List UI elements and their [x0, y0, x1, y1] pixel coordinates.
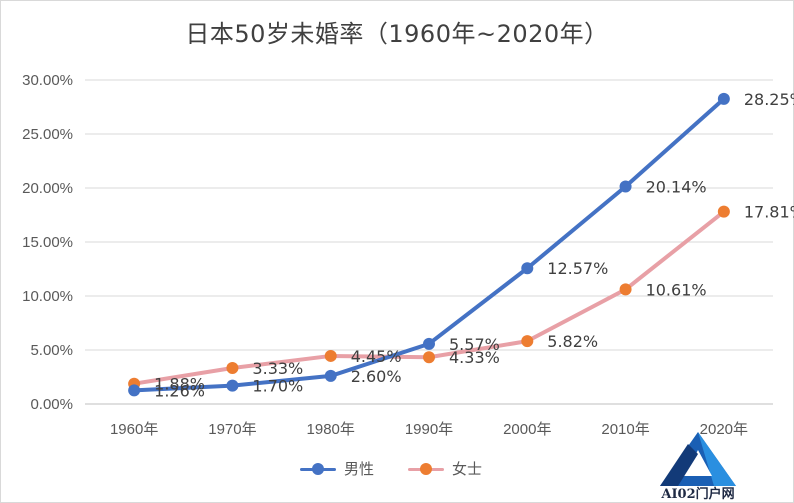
- data-label-female: 10.61%: [646, 280, 707, 299]
- legend-label-male: 男性: [344, 460, 375, 478]
- legend-swatch-female: [408, 462, 445, 475]
- data-label-male: 5.57%: [449, 335, 500, 354]
- data-label-male: 1.26%: [154, 381, 205, 400]
- data-point-female[interactable]: [423, 351, 435, 364]
- data-point-female[interactable]: [226, 362, 239, 375]
- data-point-male[interactable]: [717, 92, 730, 105]
- data-point-male[interactable]: [521, 262, 534, 275]
- legend-label-female: 女士: [452, 460, 483, 478]
- data-point-male[interactable]: [128, 384, 141, 397]
- x-tick-label: 1980年: [307, 421, 355, 438]
- legend: 男性 女士: [300, 458, 482, 479]
- data-label-female: 17.81%: [744, 203, 794, 222]
- data-label-female: 1.88%: [154, 375, 205, 394]
- x-axis-ticks: 1960年 1970年 1980年 1990年 2000年 2010年 2020年: [110, 421, 748, 438]
- y-tick-label: 5.00%: [30, 342, 73, 359]
- x-tick-label: 2000年: [503, 421, 551, 438]
- x-tick-label: 2020年: [700, 421, 748, 438]
- data-point-male[interactable]: [619, 180, 632, 193]
- series-layer: [128, 92, 730, 397]
- data-label-male: 2.60%: [351, 367, 402, 386]
- legend-item-male[interactable]: 男性: [300, 458, 374, 479]
- data-label-male: 20.14%: [646, 177, 707, 196]
- grid-lines: [85, 79, 773, 405]
- data-point-female[interactable]: [324, 349, 337, 362]
- data-point-male[interactable]: [226, 379, 239, 392]
- y-tick-label: 30.00%: [22, 72, 73, 89]
- x-tick-label: 2010年: [601, 421, 649, 438]
- x-tick-label: 1990年: [405, 421, 453, 438]
- y-tick-label: 0.00%: [30, 396, 73, 413]
- x-tick-label: 1970年: [208, 421, 256, 438]
- watermark-text: AI02门户网: [661, 487, 735, 502]
- data-label-male: 12.57%: [547, 259, 608, 278]
- legend-swatch-male: [300, 462, 336, 475]
- y-tick-label: 20.00%: [22, 180, 73, 197]
- x-tick-label: 1960年: [110, 421, 158, 438]
- data-label-female: 4.33%: [449, 348, 500, 367]
- data-point-male[interactable]: [324, 369, 337, 382]
- triangle-logo-icon: [660, 432, 736, 486]
- y-tick-label: 25.00%: [22, 126, 73, 143]
- y-axis-ticks: 0.00% 5.00% 10.00% 15.00% 20.00% 25.00% 30.00%: [22, 72, 73, 413]
- data-label-female: 4.45%: [351, 347, 402, 366]
- legend-item-female[interactable]: 女士: [408, 458, 482, 479]
- data-point-male[interactable]: [423, 337, 435, 350]
- y-tick-label: 10.00%: [22, 288, 73, 305]
- data-label-female: 3.33%: [252, 359, 303, 378]
- data-point-female[interactable]: [521, 335, 534, 348]
- data-point-female[interactable]: [619, 283, 632, 296]
- data-label-male: 28.25%: [744, 90, 794, 109]
- data-labels: 1.88% 3.33% 4.45% 4.33% 5.82% 10.61% 17.81% 1.2…: [154, 90, 794, 400]
- y-tick-label: 15.00%: [22, 234, 73, 251]
- watermark: AI02门户网: [648, 430, 748, 502]
- data-label-male: 1.70%: [252, 377, 303, 396]
- data-label-female: 5.82%: [547, 332, 598, 351]
- data-point-female[interactable]: [717, 205, 730, 218]
- chart-title: 日本50岁未婚率（1960年~2020年）: [185, 20, 609, 48]
